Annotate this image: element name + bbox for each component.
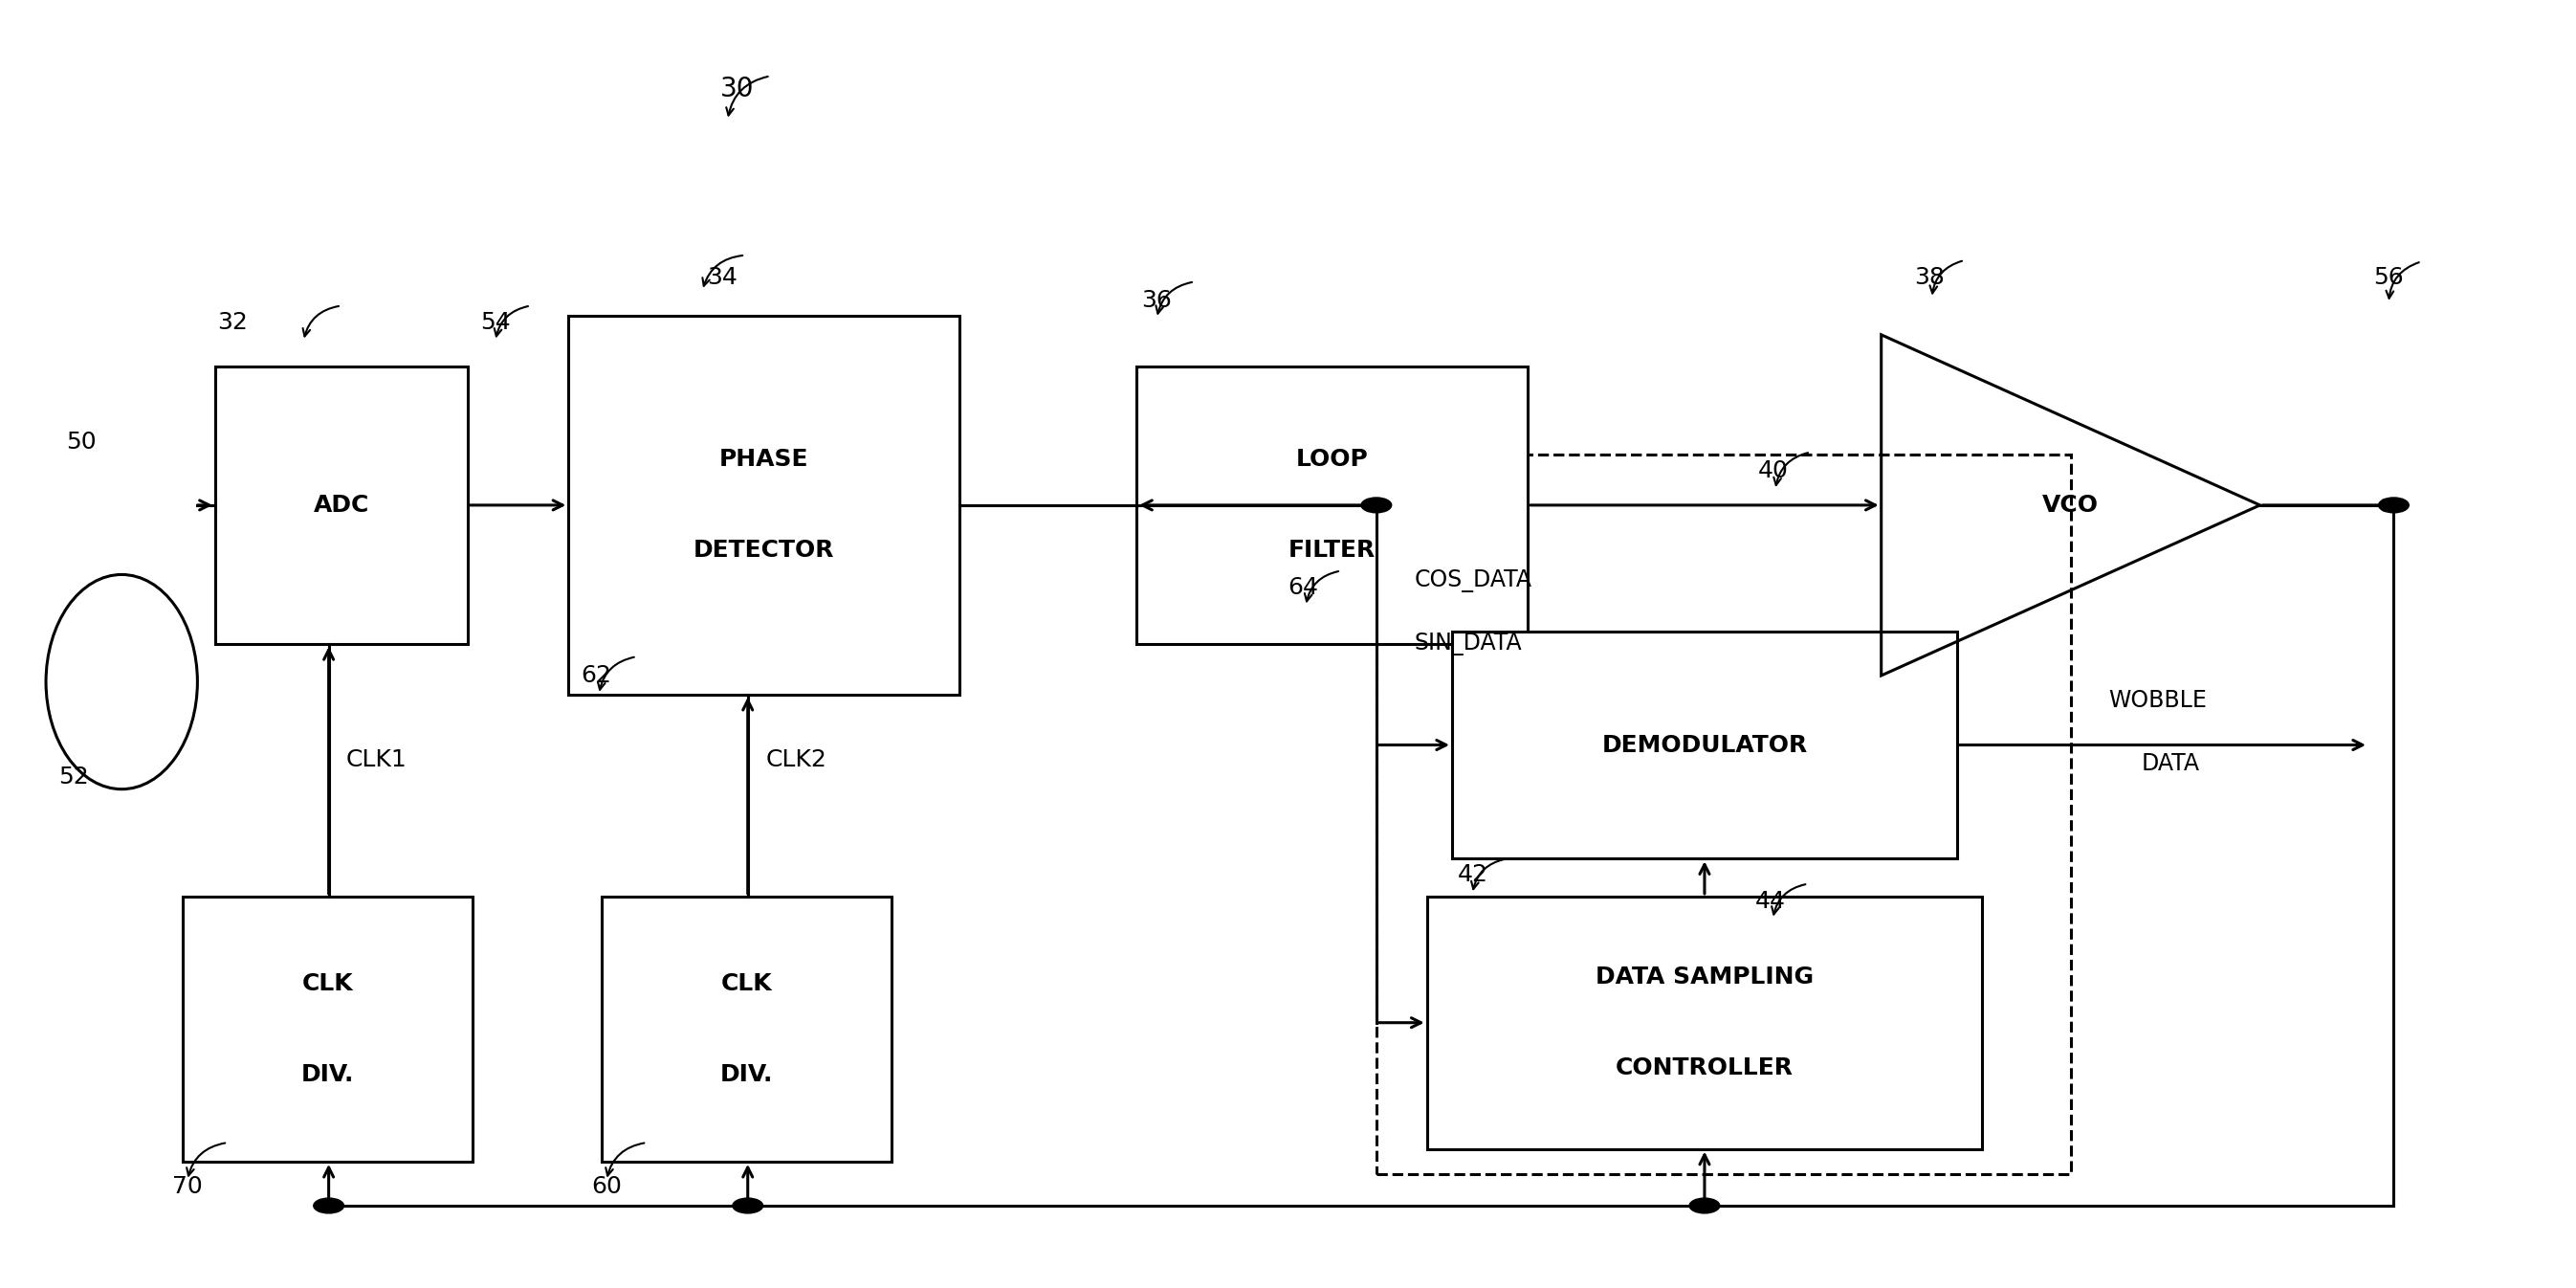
FancyBboxPatch shape — [1427, 896, 1984, 1149]
Text: CLK2: CLK2 — [765, 748, 827, 772]
Text: ADC: ADC — [314, 493, 368, 516]
Text: 50: 50 — [67, 430, 95, 453]
Text: SIN_DATA: SIN_DATA — [1414, 632, 1522, 656]
Text: VCO: VCO — [2043, 493, 2099, 516]
Text: CLK: CLK — [721, 972, 773, 996]
Text: CLK1: CLK1 — [345, 748, 407, 772]
Text: 44: 44 — [1754, 890, 1785, 913]
Circle shape — [1690, 1198, 1721, 1213]
Text: DATA SAMPLING: DATA SAMPLING — [1595, 966, 1814, 989]
Circle shape — [2378, 497, 2409, 513]
FancyBboxPatch shape — [1453, 631, 1958, 859]
Text: DIV.: DIV. — [721, 1063, 773, 1086]
Text: 70: 70 — [173, 1175, 204, 1198]
Text: 36: 36 — [1141, 290, 1172, 312]
FancyBboxPatch shape — [183, 896, 471, 1162]
Text: DETECTOR: DETECTOR — [693, 540, 835, 562]
Text: CONTROLLER: CONTROLLER — [1615, 1056, 1793, 1079]
Text: DIV.: DIV. — [301, 1063, 353, 1086]
Text: 32: 32 — [216, 310, 247, 334]
FancyBboxPatch shape — [600, 896, 891, 1162]
Text: DEMODULATOR: DEMODULATOR — [1602, 733, 1808, 756]
Text: DATA: DATA — [2141, 752, 2200, 775]
Text: CLK: CLK — [301, 972, 353, 996]
FancyBboxPatch shape — [216, 366, 469, 644]
Text: 34: 34 — [708, 267, 737, 290]
Circle shape — [1360, 497, 1391, 513]
FancyBboxPatch shape — [1136, 366, 1528, 644]
Text: 64: 64 — [1288, 576, 1319, 599]
Text: LOOP: LOOP — [1296, 448, 1368, 471]
FancyBboxPatch shape — [569, 316, 961, 694]
Text: 52: 52 — [59, 765, 90, 788]
Text: 62: 62 — [582, 665, 611, 687]
Text: 38: 38 — [1914, 267, 1945, 290]
Text: WOBBLE: WOBBLE — [2107, 689, 2208, 712]
Text: 56: 56 — [2372, 267, 2403, 290]
Text: 54: 54 — [479, 310, 510, 334]
Text: 40: 40 — [1757, 460, 1788, 483]
Text: PHASE: PHASE — [719, 448, 809, 471]
Text: 30: 30 — [721, 75, 755, 102]
Circle shape — [314, 1198, 343, 1213]
Text: 60: 60 — [592, 1175, 621, 1198]
Text: 42: 42 — [1458, 863, 1489, 886]
Text: COS_DATA: COS_DATA — [1414, 569, 1533, 592]
Circle shape — [732, 1198, 762, 1213]
Text: FILTER: FILTER — [1288, 540, 1376, 562]
